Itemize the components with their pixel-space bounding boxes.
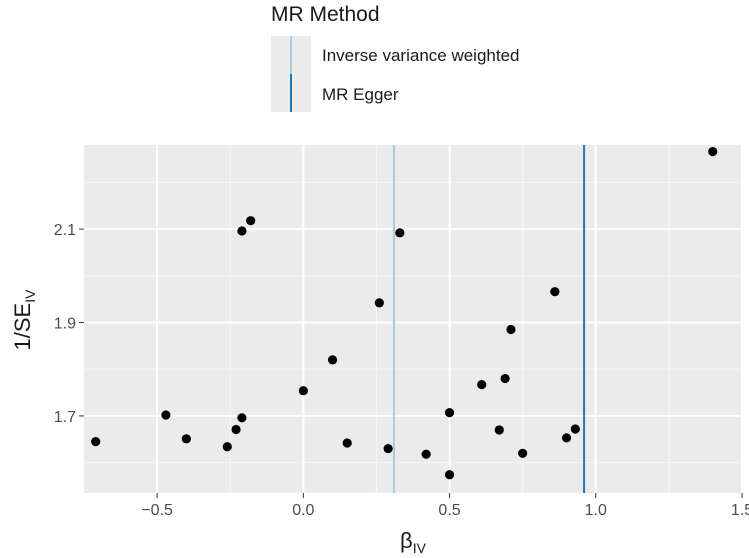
x-tick-label: 1.0: [585, 502, 607, 519]
data-points: [91, 146, 718, 480]
data-point: [421, 449, 431, 459]
data-point: [237, 226, 247, 236]
data-point: [708, 146, 718, 157]
data-point: [477, 380, 487, 390]
data-point: [231, 424, 241, 435]
x-tick-label: 1.5: [731, 502, 749, 519]
x-axis-title-subscript: IV: [413, 540, 427, 556]
legend-title: MR Method: [271, 3, 380, 26]
data-point: [444, 470, 455, 480]
y-tick-label: 1.9: [54, 316, 76, 333]
legend: MR Method Inverse variance weighted MR E…: [271, 3, 520, 112]
data-point: [91, 437, 101, 447]
data-point: [395, 228, 405, 238]
data-point: [237, 413, 247, 423]
y-axis-title-main: 1/SE: [10, 303, 35, 351]
plot-panel: [84, 145, 742, 493]
data-point: [246, 216, 256, 226]
data-point: [494, 425, 504, 435]
data-point: [374, 298, 384, 308]
data-point: [500, 373, 510, 384]
data-point: [570, 424, 580, 434]
y-axis-title-subscript: IV: [22, 289, 38, 303]
data-point: [342, 438, 352, 448]
x-tick-label: 0.5: [438, 502, 460, 519]
data-point: [383, 444, 393, 454]
legend-label-egger: MR Egger: [322, 85, 399, 104]
reference-lines: [392, 145, 586, 493]
x-axis-title-main: β: [400, 528, 413, 553]
data-point: [550, 287, 560, 297]
x-axis-title: βIV: [400, 528, 427, 556]
data-point: [444, 408, 455, 418]
data-point: [181, 434, 191, 444]
y-axis-title: 1/SEIV: [10, 289, 38, 351]
grid-major: [84, 145, 743, 493]
x-tick-label: 0.0: [292, 502, 314, 519]
x-axis: −0.5 0.0 0.5 1.0 1.5: [141, 493, 749, 519]
grid-minor: [84, 145, 742, 493]
y-axis: 1.7 1.9 2.1: [54, 222, 84, 426]
x-tick-label: −0.5: [141, 502, 173, 519]
data-point: [561, 433, 572, 443]
data-point: [298, 386, 308, 396]
data-point: [506, 324, 516, 335]
y-tick-label: 2.1: [54, 222, 76, 239]
data-point: [518, 448, 528, 458]
y-tick-label: 1.7: [54, 409, 76, 426]
legend-label-ivw: Inverse variance weighted: [322, 46, 520, 65]
data-point: [222, 442, 232, 452]
data-point: [161, 410, 171, 420]
data-point: [327, 355, 338, 365]
